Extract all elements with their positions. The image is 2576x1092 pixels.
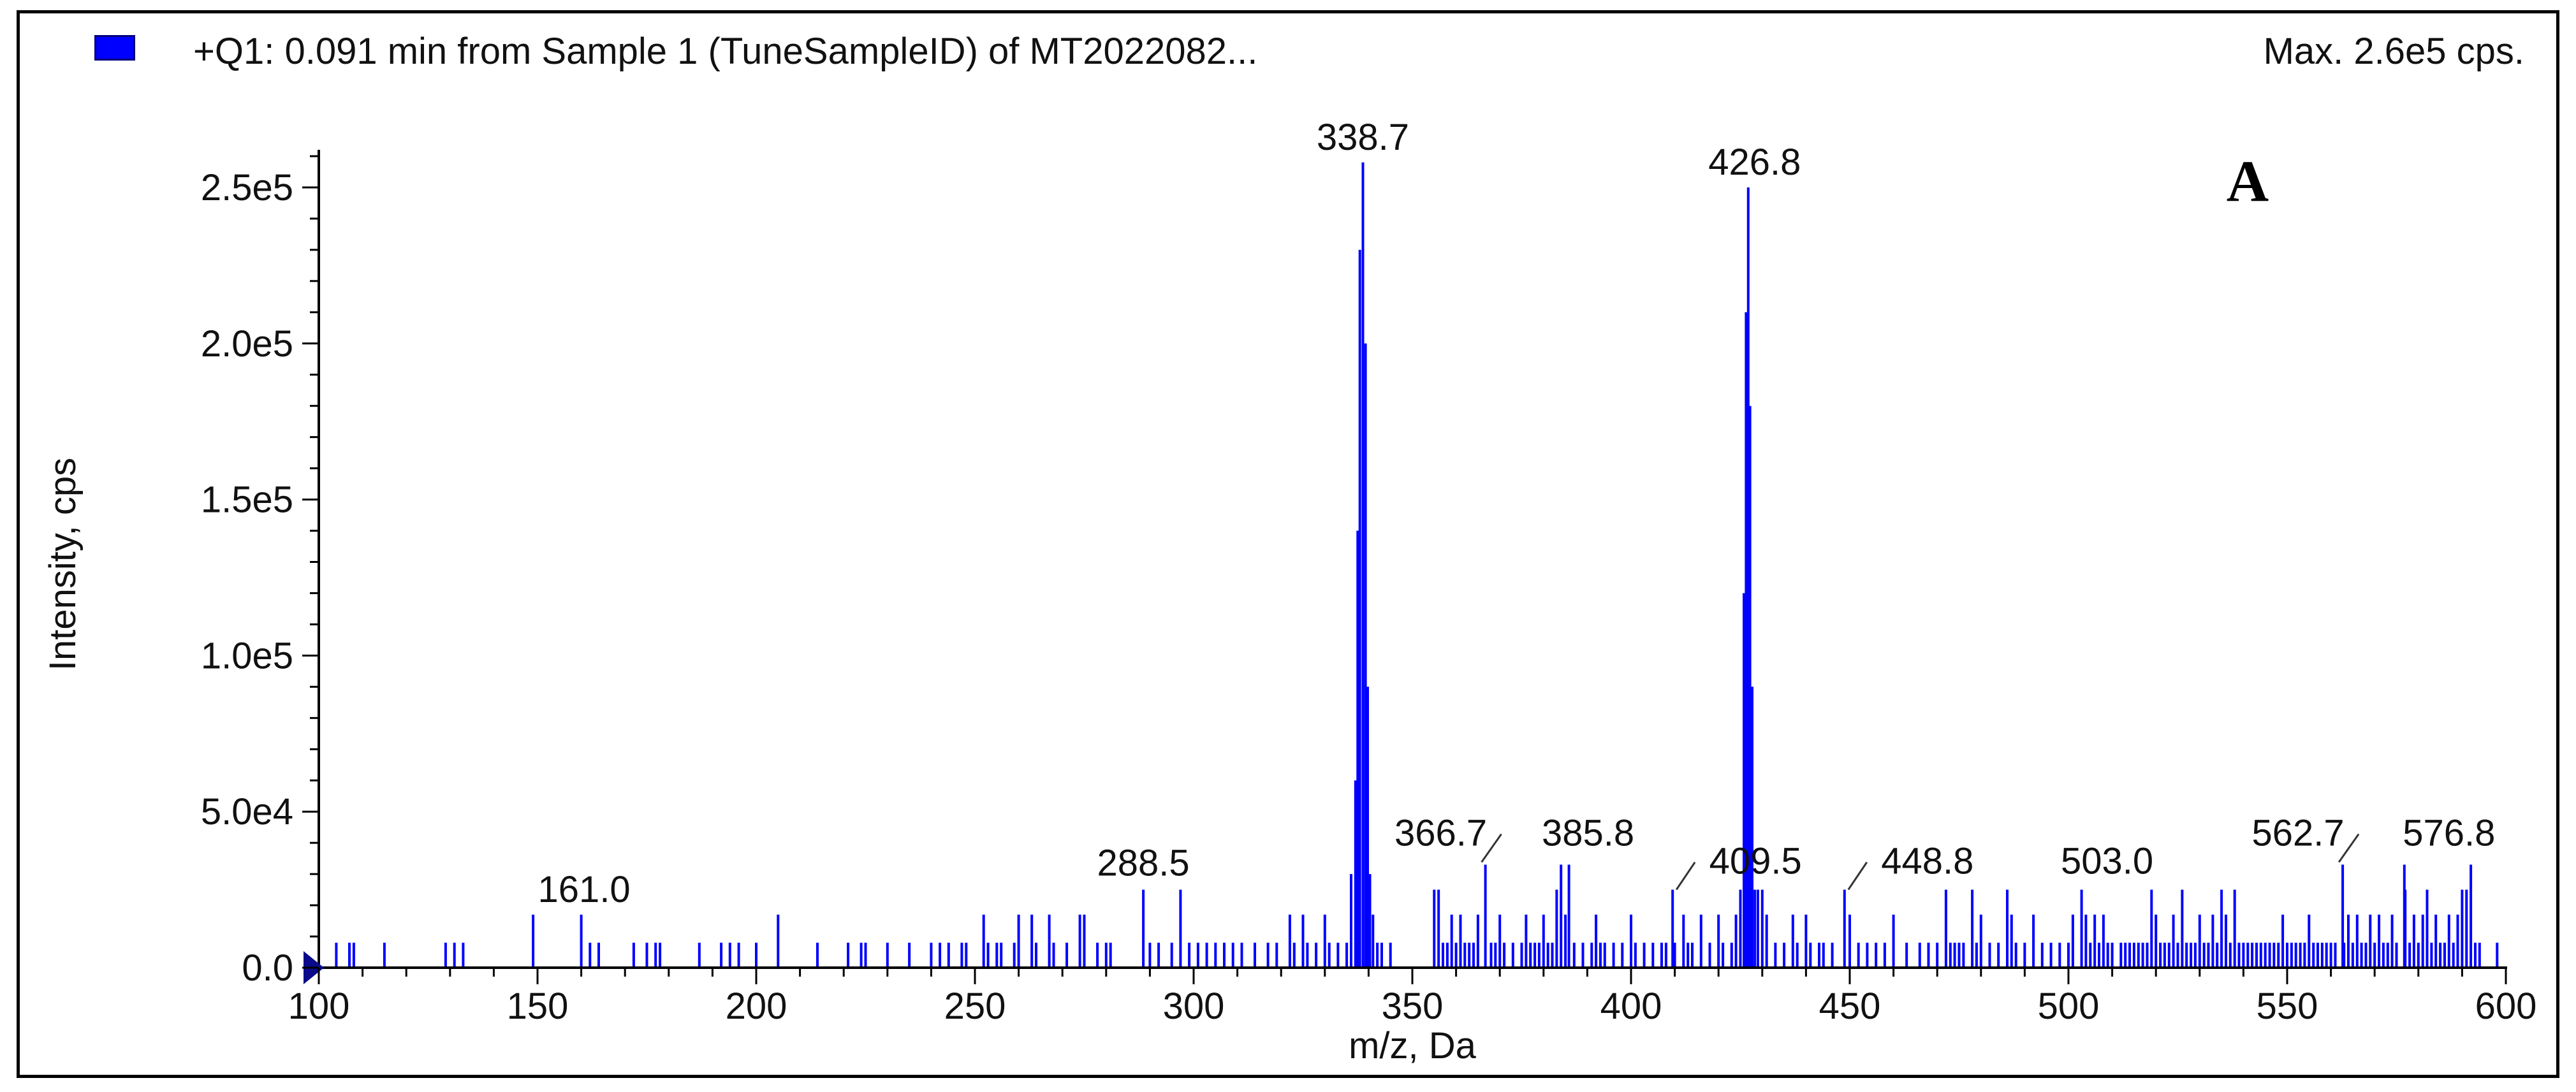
spectrum-panel: +Q1: 0.091 min from Sample 1 (TuneSample… bbox=[17, 10, 2559, 1078]
peak-label: 576.8 bbox=[2403, 812, 2495, 854]
peak-label: 161.0 bbox=[538, 869, 631, 910]
y-tick-label: 1.5e5 bbox=[201, 479, 293, 521]
legend-swatch bbox=[94, 35, 135, 61]
x-tick-label: 100 bbox=[288, 986, 350, 1027]
peak-label: 448.8 bbox=[1881, 841, 1973, 882]
peak-label: 503.0 bbox=[2061, 841, 2153, 882]
peak-label: 338.7 bbox=[1317, 117, 1409, 158]
peak-label: 562.7 bbox=[2252, 812, 2345, 854]
x-tick-label: 350 bbox=[1382, 986, 1444, 1027]
peak-label: 385.8 bbox=[1542, 812, 1634, 854]
x-tick-label: 600 bbox=[2475, 986, 2537, 1027]
spectrum-peaks bbox=[335, 162, 2499, 968]
x-axis-title: m/z, Da bbox=[1349, 1025, 1477, 1067]
y-tick-label: 0.0 bbox=[242, 947, 293, 989]
peak-label-leader bbox=[2338, 833, 2360, 863]
y-axis-ticks: 0.0 5.0e4 1.0e5 1.5e5 2.0e5 2.5e5 bbox=[201, 155, 319, 989]
y-axis-title: Intensity, cps bbox=[42, 458, 84, 671]
x-tick-label: 400 bbox=[1600, 986, 1662, 1027]
peak-label: 409.5 bbox=[1709, 841, 1802, 882]
y-tick-label: 1.0e5 bbox=[201, 635, 293, 676]
peak-label: 366.7 bbox=[1394, 812, 1487, 854]
peak-label: 426.8 bbox=[1708, 142, 1801, 183]
x-tick-label: 450 bbox=[1819, 986, 1881, 1027]
x-tick-label: 300 bbox=[1163, 986, 1225, 1027]
x-tick-label: 200 bbox=[726, 986, 787, 1027]
x-tick-label: 150 bbox=[507, 986, 569, 1027]
y-tick-label: 5.0e4 bbox=[201, 791, 293, 833]
legend-text: +Q1: 0.091 min from Sample 1 (TuneSample… bbox=[193, 31, 1258, 72]
y-tick-label: 2.5e5 bbox=[201, 167, 293, 208]
panel-label: A bbox=[2227, 149, 2269, 214]
peak-label: 288.5 bbox=[1097, 843, 1190, 884]
peak-label-leader bbox=[1481, 833, 1502, 863]
peak-label-leader bbox=[1847, 861, 1868, 891]
y-tick-label: 2.0e5 bbox=[201, 323, 293, 365]
peak-label-leader bbox=[1675, 861, 1696, 891]
chart-axes bbox=[304, 150, 2507, 984]
x-tick-label: 250 bbox=[944, 986, 1006, 1027]
x-tick-label: 550 bbox=[2257, 986, 2318, 1027]
peak-labels: 161.0 288.5 338.7 366.7 385.8 409.5 426.8 448.8… bbox=[538, 117, 2496, 910]
x-tick-label: 500 bbox=[2038, 986, 2100, 1027]
x-axis-ticks: 100 150 200 250 300 350 400 450 500 550 600 bbox=[288, 968, 2537, 1027]
max-intensity-text: Max. 2.6e5 cps. bbox=[2263, 31, 2524, 72]
